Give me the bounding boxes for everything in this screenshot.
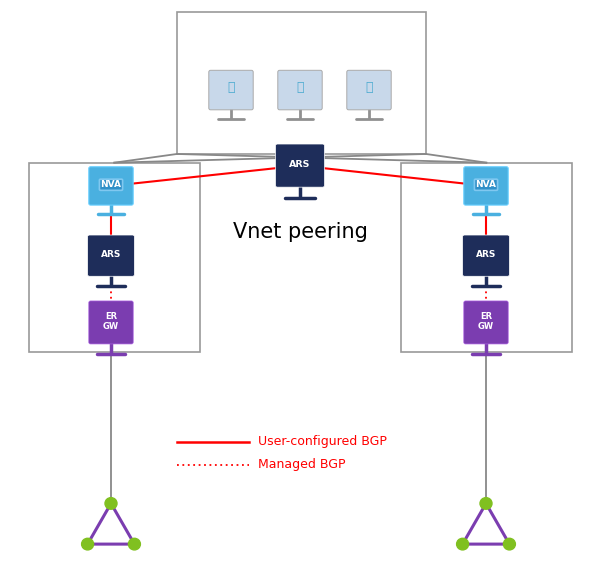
Circle shape <box>480 497 492 509</box>
Text: ER
GW: ER GW <box>478 312 494 331</box>
FancyBboxPatch shape <box>275 144 325 187</box>
Circle shape <box>457 538 469 550</box>
Text: ARS: ARS <box>289 160 311 169</box>
FancyBboxPatch shape <box>89 167 133 205</box>
FancyBboxPatch shape <box>347 70 391 110</box>
Text: ARS: ARS <box>476 250 496 259</box>
Circle shape <box>82 538 94 550</box>
Text: Managed BGP: Managed BGP <box>258 458 346 471</box>
Text: User-configured BGP: User-configured BGP <box>258 435 387 448</box>
Text: ARS: ARS <box>101 250 121 259</box>
Text: ⬛: ⬛ <box>296 81 304 94</box>
Circle shape <box>128 538 140 550</box>
Text: ER
GW: ER GW <box>103 312 119 331</box>
FancyBboxPatch shape <box>209 70 253 110</box>
FancyBboxPatch shape <box>278 70 322 110</box>
FancyBboxPatch shape <box>401 163 572 352</box>
Circle shape <box>503 538 515 550</box>
Text: NVA: NVA <box>476 180 497 189</box>
FancyBboxPatch shape <box>89 301 133 344</box>
FancyBboxPatch shape <box>177 12 426 154</box>
FancyBboxPatch shape <box>464 301 508 344</box>
FancyBboxPatch shape <box>88 235 134 276</box>
Text: ⬛: ⬛ <box>227 81 235 94</box>
Text: NVA: NVA <box>101 180 121 189</box>
FancyBboxPatch shape <box>29 163 200 352</box>
Circle shape <box>105 497 117 509</box>
Text: ⬛: ⬛ <box>365 81 373 94</box>
Text: Vnet peering: Vnet peering <box>233 223 367 242</box>
FancyBboxPatch shape <box>464 167 508 205</box>
FancyBboxPatch shape <box>463 235 509 276</box>
